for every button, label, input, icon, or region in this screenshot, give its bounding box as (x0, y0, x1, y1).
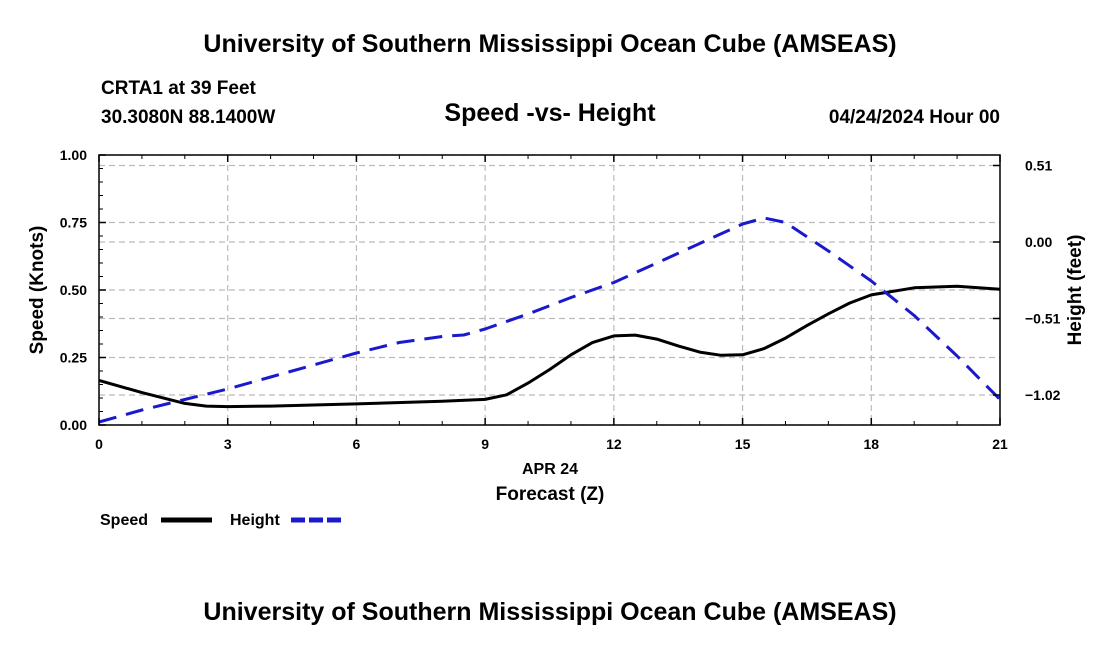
legend: Speed Height (100, 512, 342, 529)
legend-height-label: Height (230, 512, 280, 529)
axis-labels: 0 3 6 9 12 15 18 21 0.00 0.25 0.50 0.75 1.00 0.51 0.00… (27, 147, 1086, 505)
x-tick-label: 12 (606, 436, 622, 452)
forecast-datetime: 04/24/2024 Hour 00 (828, 107, 1000, 128)
x-tick-label: 18 (863, 436, 879, 452)
y2-axis-title: Height (feet) (1065, 235, 1086, 346)
x-tick-label: 15 (735, 436, 751, 452)
y-tick-label: 0.75 (60, 215, 87, 231)
y2-tick-label: 0.00 (1025, 234, 1052, 250)
grid-lines (99, 154, 1000, 426)
y-tick-label: 0.00 (60, 417, 87, 433)
x-tick-label: 9 (481, 436, 489, 452)
y-axis-title: Speed (Knots) (27, 226, 48, 355)
main-title: University of Southern Mississippi Ocean… (203, 30, 897, 58)
chart-title: Speed -vs- Height (444, 99, 656, 127)
x-tick-label: 21 (992, 436, 1008, 452)
legend-speed-label: Speed (100, 512, 148, 529)
axis-ticks (98, 154, 1001, 426)
y2-tick-label: −0.51 (1025, 311, 1061, 327)
x-tick-label: 0 (95, 436, 103, 452)
station-name: CRTA1 at 39 Feet (101, 78, 256, 99)
y-tick-label: 1.00 (60, 147, 87, 163)
y-tick-label: 0.50 (60, 282, 87, 298)
x-tick-label: 6 (353, 436, 361, 452)
station-coords: 30.3080N 88.1400W (101, 107, 276, 128)
height-series-line (98, 216, 1002, 424)
y2-tick-label: −1.02 (1025, 387, 1061, 403)
x-axis-sublabel: APR 24 (522, 461, 578, 478)
x-tick-label: 3 (224, 436, 232, 452)
y-tick-label: 0.25 (60, 350, 87, 366)
y2-tick-label: 0.51 (1025, 158, 1052, 174)
speed-series-line (98, 284, 1001, 409)
x-axis-title: Forecast (Z) (496, 484, 605, 505)
footer-title: University of Southern Mississippi Ocean… (203, 598, 897, 626)
series-lines (98, 216, 1002, 424)
